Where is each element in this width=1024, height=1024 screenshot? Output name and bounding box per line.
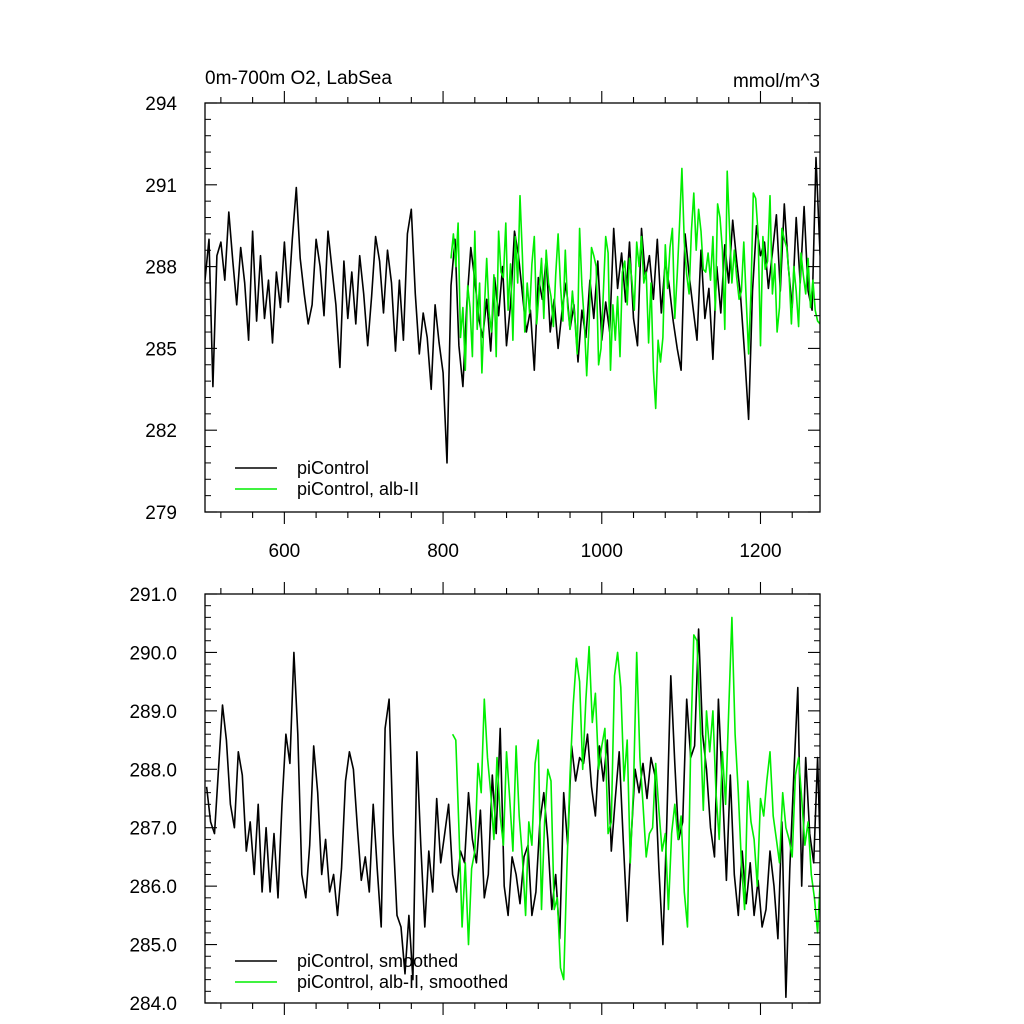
y-tick-label: 282 xyxy=(145,421,177,442)
figure-title: 0m-700m O2, LabSea xyxy=(205,68,392,89)
y-tick-label: 290.0 xyxy=(129,643,177,664)
legend-label: piControl xyxy=(297,458,369,478)
x-tick-label: 1000 xyxy=(581,541,623,562)
y-tick-label: 285.0 xyxy=(129,936,177,957)
y-tick-label: 286.0 xyxy=(129,877,177,898)
plot-frame xyxy=(204,593,821,1004)
x-tick-label: 800 xyxy=(427,541,459,562)
bottom-panel: 284.0 285.0 286.0 287.0 288.0 289.0 290.0 291.0… xyxy=(129,582,821,1015)
y-tick-label: 288 xyxy=(145,258,177,279)
y-tick-label: 284.0 xyxy=(129,994,177,1015)
legend-label: piControl, smoothed xyxy=(297,951,458,971)
y-tick-label: 279 xyxy=(145,503,177,524)
plot-frame xyxy=(204,102,821,513)
y-tick-label: 287.0 xyxy=(129,819,177,840)
x-tick-label: 600 xyxy=(269,541,301,562)
top-panel: 279 282 285 288 291 294 600 800 1000 1200 piContro… xyxy=(145,91,821,562)
y-tick-label: 289.0 xyxy=(129,702,177,723)
series-line-black xyxy=(205,628,820,999)
y-tick-label: 294 xyxy=(145,94,177,115)
y-tick-label: 291 xyxy=(145,176,177,197)
series-line-black xyxy=(205,156,820,464)
legend-label: piControl, alb-II xyxy=(297,479,419,499)
legend-label: piControl, alb-II, smoothed xyxy=(297,972,508,992)
series-line-green xyxy=(450,167,820,410)
x-tick-label: 1200 xyxy=(739,541,781,562)
y-tick-label: 291.0 xyxy=(129,585,177,606)
y-tick-label: 285 xyxy=(145,339,177,360)
figure-units: mmol/m^3 xyxy=(733,71,820,92)
series-line-green xyxy=(451,616,820,981)
y-tick-label: 288.0 xyxy=(129,760,177,781)
